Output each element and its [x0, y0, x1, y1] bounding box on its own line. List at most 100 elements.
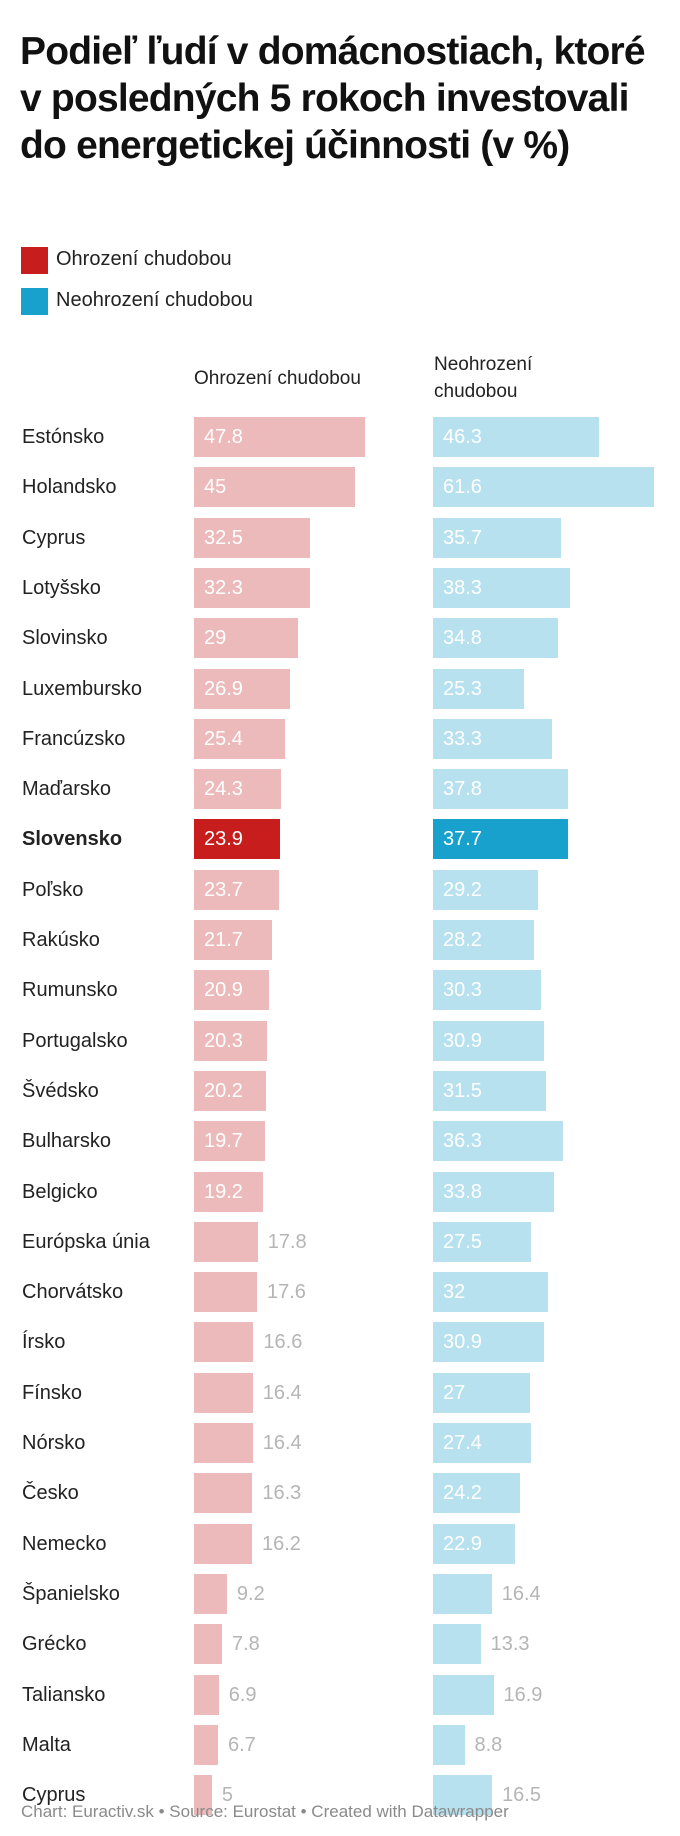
bar-poverty: [194, 1523, 252, 1564]
category-label: Rumunsko: [22, 979, 118, 1002]
category-label: Cyprus: [22, 1784, 86, 1807]
bar-no-poverty: [433, 718, 553, 759]
bar-poverty: [194, 1624, 222, 1665]
data-label: 27: [443, 1381, 466, 1404]
category-label: Lotyšsko: [22, 576, 101, 599]
data-label: 45: [204, 476, 227, 499]
category-label: Česko: [22, 1482, 79, 1505]
data-label: 7.8: [231, 1633, 260, 1656]
data-label: 25.4: [204, 727, 243, 750]
bar-poverty: [194, 769, 281, 810]
data-label: 37.7: [443, 828, 482, 851]
data-label: 32.5: [204, 526, 243, 549]
data-label: 16.2: [261, 1532, 301, 1555]
bar-no-poverty: [433, 920, 534, 960]
bar-no-poverty: [433, 1423, 532, 1463]
bar-no-poverty: [433, 1372, 530, 1413]
data-label: 28.2: [443, 929, 482, 951]
category-label: Írsko: [22, 1331, 66, 1354]
category-label: Nórsko: [22, 1432, 86, 1454]
data-label: 20.2: [204, 1079, 243, 1102]
bar-no-poverty: [433, 1724, 465, 1765]
data-label: 29.2: [443, 878, 482, 901]
category-label: Holandsko: [22, 476, 117, 499]
bar-poverty: [194, 718, 285, 759]
bar-poverty: [194, 1775, 212, 1816]
data-label: 32.3: [204, 576, 243, 599]
data-label: 46.3: [443, 426, 482, 448]
data-label: 19.7: [204, 1130, 243, 1153]
bar-poverty: [194, 920, 272, 960]
category-label: Luxembursko: [22, 677, 143, 700]
data-label: 33.8: [443, 1180, 482, 1203]
bar-no-poverty: [433, 869, 538, 910]
data-label: 30.9: [443, 1331, 482, 1354]
data-label: 16.4: [262, 1432, 302, 1454]
bar-poverty: [194, 1171, 263, 1212]
data-label: 16.4: [262, 1381, 302, 1404]
bar-poverty: [194, 567, 310, 608]
bar-poverty: [194, 417, 366, 457]
data-label: 37.8: [443, 778, 482, 801]
bar-poverty: [194, 517, 311, 558]
category-label: Francúzsko: [22, 727, 126, 750]
data-label: 5: [221, 1784, 234, 1807]
bar-no-poverty: [433, 1624, 481, 1665]
data-label: 34.8: [443, 627, 482, 650]
data-label: 6.9: [228, 1683, 257, 1706]
data-label: 16.5: [502, 1784, 541, 1807]
data-label: 16.4: [501, 1582, 541, 1605]
bar-poverty: [194, 1423, 253, 1463]
data-label: 30.3: [443, 979, 482, 1002]
category-label: Slovinsko: [22, 627, 108, 650]
category-label: Švédsko: [22, 1079, 99, 1102]
data-label: 24.2: [443, 1482, 482, 1505]
data-label: 30.9: [443, 1029, 482, 1052]
bar-poverty: [194, 1674, 219, 1715]
bar-no-poverty: [433, 970, 542, 1011]
footer-credits: Chart: Euractiv.sk • Source: Eurostat • …: [21, 1802, 509, 1821]
legend-swatch-red: [21, 247, 48, 274]
data-label: 23.7: [204, 878, 243, 901]
category-label: Cyprus: [22, 526, 86, 549]
bar-no-poverty: [433, 1171, 554, 1212]
data-label: 33.3: [443, 727, 482, 750]
data-label: 27.5: [443, 1230, 482, 1253]
category-label: Malta: [22, 1733, 71, 1756]
bar-no-poverty: [433, 1272, 548, 1313]
data-label: 17.8: [267, 1230, 307, 1253]
category-label: Portugalsko: [22, 1029, 128, 1052]
data-label: 20.3: [204, 1029, 243, 1052]
data-label: 23.9: [204, 828, 243, 851]
bar-poverty: [194, 1573, 227, 1614]
data-label: 24.3: [204, 778, 243, 801]
data-label: 31.5: [443, 1079, 482, 1102]
legend-swatch-blue: [21, 288, 48, 315]
bar-no-poverty: [433, 1523, 515, 1564]
data-label: 27.4: [443, 1432, 482, 1454]
bar-no-poverty: [433, 1070, 546, 1111]
data-label: 25.3: [443, 677, 482, 700]
bar-no-poverty: [433, 1221, 532, 1262]
data-label: 9.2: [236, 1582, 265, 1605]
bar-poverty: [194, 1221, 258, 1262]
data-label: 36.3: [443, 1130, 482, 1153]
bar-poverty: [194, 819, 280, 860]
category-label: Nemecko: [22, 1532, 107, 1555]
category-label: Poľsko: [22, 878, 84, 901]
data-label: 19.2: [204, 1180, 243, 1203]
bar-no-poverty: [433, 1573, 492, 1614]
bar-no-poverty: [433, 769, 569, 810]
data-label: 29: [204, 627, 227, 650]
bar-poverty: [194, 668, 291, 709]
bar-no-poverty: [433, 1775, 493, 1816]
data-label: 61.6: [443, 476, 482, 499]
category-label: Taliansko: [22, 1683, 106, 1706]
legend-label: Neohrození chudobou: [56, 289, 253, 311]
category-label: Fínsko: [22, 1381, 83, 1404]
data-label: 20.9: [204, 979, 243, 1002]
bar-poverty: [194, 1070, 267, 1111]
bar-poverty: [194, 1121, 265, 1162]
bar-poverty: [194, 869, 279, 910]
bar-no-poverty: [433, 668, 524, 709]
